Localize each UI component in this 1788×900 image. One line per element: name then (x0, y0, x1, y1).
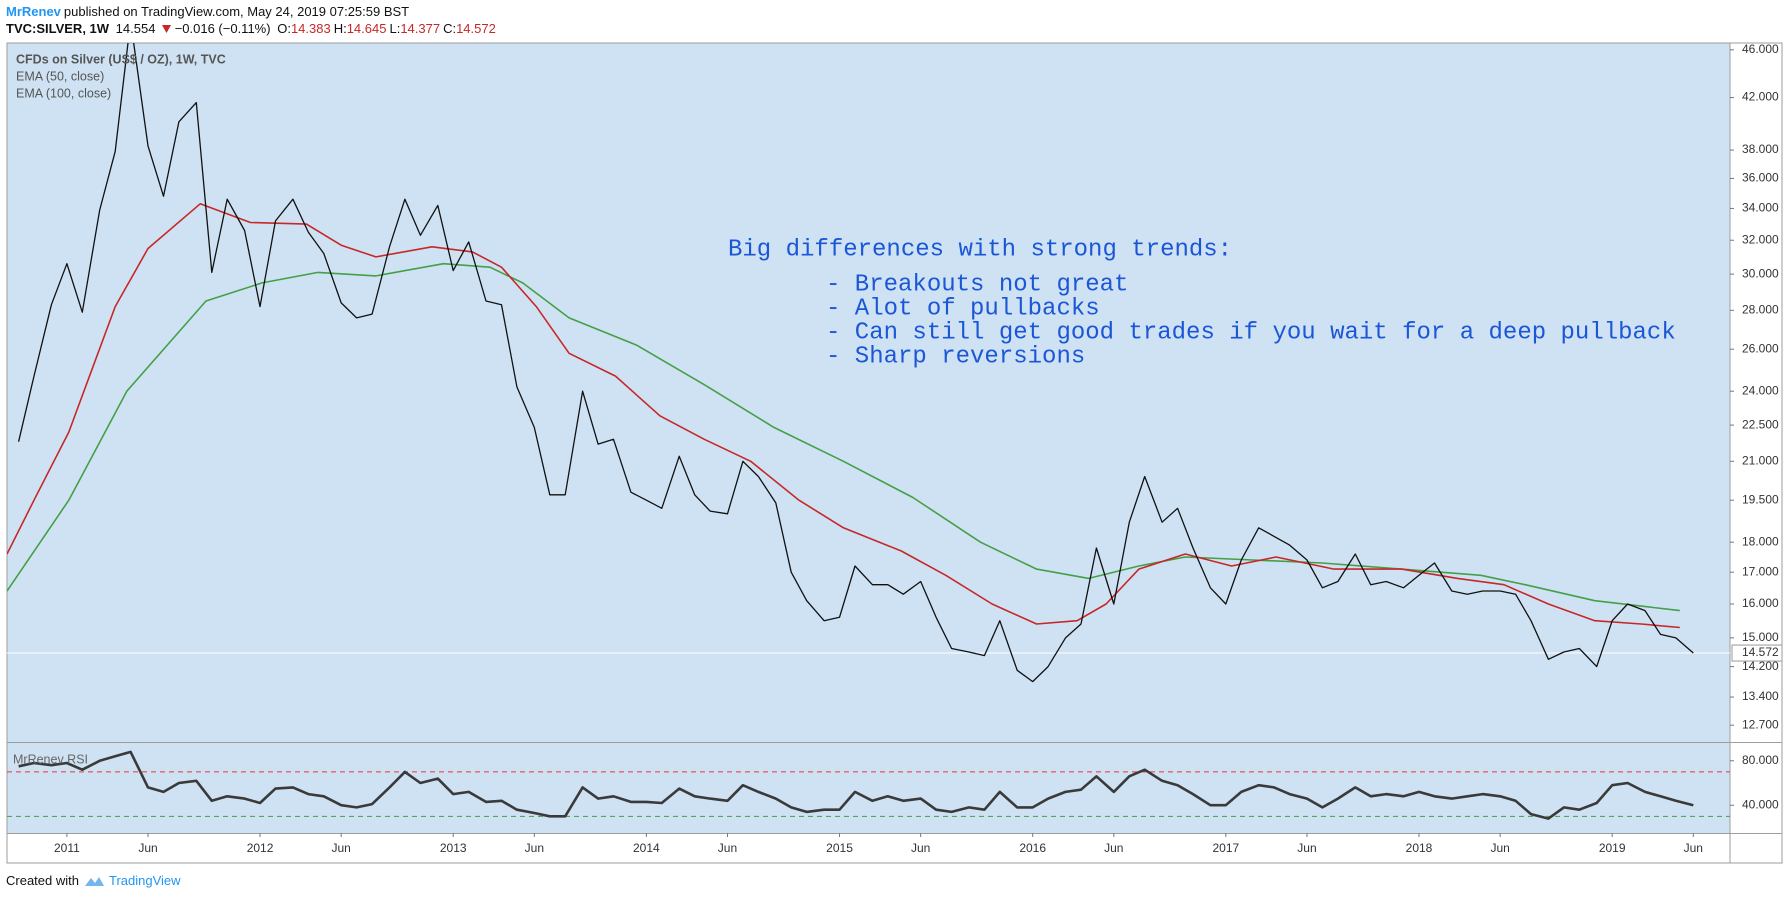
created-with: Created with (6, 873, 79, 888)
brand[interactable]: TradingView (108, 873, 181, 888)
series-line (18, 750, 1694, 820)
annotation-line: - Sharp reversions (826, 343, 1085, 370)
ohlc-label: H: (333, 21, 347, 36)
y-tick-label: 38.000 (1742, 142, 1779, 156)
ohlc-label: O: (277, 21, 291, 36)
x-tick-label: Jun (1684, 841, 1703, 855)
legend-entry: EMA (50, close) (16, 69, 104, 83)
tv-logo (84, 876, 104, 886)
y-tick-label: 26.000 (1742, 341, 1779, 355)
x-tick-label: Jun (525, 841, 544, 855)
x-tick-label: 2018 (1406, 841, 1433, 855)
y-tick-label: 13.400 (1742, 689, 1779, 703)
legend-entry: CFDs on Silver (US$ / OZ), 1W, TVC (16, 52, 226, 66)
y-tick-label: 34.000 (1742, 201, 1779, 215)
x-tick-label: 2015 (826, 841, 853, 855)
price-tag (1731, 644, 1783, 662)
y-tick-label: 36.000 (1742, 171, 1779, 185)
annotation-line: - Can still get good trades if you wait … (826, 319, 1676, 346)
y-tick-label: 14.200 (1742, 659, 1779, 673)
y-tick-label: 15.000 (1742, 630, 1779, 644)
legend-entry: MrRenev RSI (13, 752, 88, 766)
y-tick-label: 18.000 (1742, 534, 1779, 548)
ohlc-value: 14.645 (346, 21, 387, 36)
last-price: 14.554 (115, 21, 156, 36)
x-tick-label: Jun (911, 841, 930, 855)
y-tick-label: 28.000 (1742, 302, 1779, 316)
footer: Created with TradingView (6, 873, 181, 888)
x-tick-label: 2011 (54, 841, 80, 855)
x-tick-label: Jun (1297, 841, 1316, 855)
ohlc-value: 14.377 (400, 21, 441, 36)
chart-frame (6, 42, 1783, 864)
series-line (17, 43, 1694, 683)
x-tick-label: 2013 (440, 841, 467, 855)
ohlc-value: 14.383 (290, 21, 331, 36)
x-tick-label: 2019 (1599, 841, 1626, 855)
down-arrow (162, 25, 172, 33)
header-line: MrRenev published on TradingView.com, May… (6, 4, 412, 19)
y-tick-label: 22.500 (1742, 417, 1779, 431)
y-tick-label: 40.000 (1742, 797, 1779, 811)
y-tick-label: 19.500 (1742, 492, 1779, 506)
ohlc-label: C: (443, 21, 457, 36)
y-tick-label: 42.000 (1742, 90, 1779, 104)
x-tick-label: Jun (331, 841, 350, 855)
x-tick-label: Jun (718, 841, 737, 855)
change: −0.016 (−0.11%) (174, 21, 271, 36)
annotation-line: - Breakouts not great (826, 271, 1128, 298)
ohlc-label: L: (389, 21, 401, 36)
author[interactable]: MrRenev (6, 4, 61, 19)
ohlc-value: 14.572 (456, 21, 496, 36)
pane-background (7, 43, 1730, 833)
annotation-title: Big differences with strong trends: (728, 236, 1232, 263)
symbol: TVC:SILVER, 1W (6, 21, 110, 36)
ohlc: O:14.383 H:14.645 L:14.377 C:14.572 (277, 21, 499, 36)
symbol-line: TVC:SILVER, 1W 14.554 −0.016 (−0.11%) O:… (6, 21, 502, 36)
x-tick-label: 2014 (633, 841, 660, 855)
y-tick-label: 32.000 (1742, 232, 1779, 246)
x-tick-label: 2012 (247, 841, 274, 855)
y-tick-label: 46.000 (1742, 42, 1779, 56)
published: published on TradingView.com, May 24, 20… (63, 4, 410, 19)
x-tick-label: 2017 (1212, 841, 1239, 855)
y-tick-label: 16.000 (1742, 596, 1779, 610)
y-tick-label: 24.000 (1742, 383, 1779, 397)
annotation-line: - Alot of pullbacks (826, 295, 1100, 322)
y-tick-label: 17.000 (1742, 564, 1779, 578)
legend-entry: EMA (100, close) (16, 86, 111, 100)
price-tag-label: 14.572 (1742, 645, 1779, 659)
x-tick-label: Jun (1490, 841, 1509, 855)
y-tick-label: 30.000 (1742, 266, 1779, 280)
series-line (7, 203, 1680, 629)
y-tick-label: 80.000 (1742, 753, 1779, 767)
x-tick-label: 2016 (1019, 841, 1046, 855)
y-tick-label: 12.700 (1742, 717, 1779, 731)
y-tick-label: 21.000 (1742, 453, 1779, 467)
x-tick-label: Jun (138, 841, 157, 855)
x-tick-label: Jun (1104, 841, 1123, 855)
